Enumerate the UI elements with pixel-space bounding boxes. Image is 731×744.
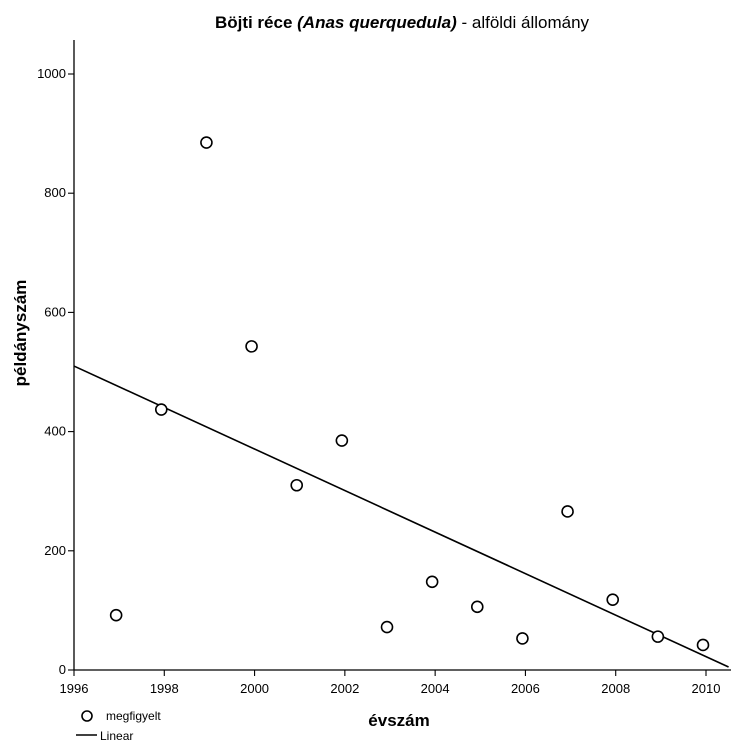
y-tick-label: 1000 [37, 66, 66, 81]
data-point [380, 620, 394, 634]
data-point [200, 136, 213, 149]
y-axis-title: példányszám [11, 280, 30, 387]
legend-label-linear: Linear [100, 729, 133, 743]
data-points [109, 136, 710, 652]
data-point [696, 638, 710, 652]
legend-label-observed: megfigyelt [106, 709, 161, 723]
data-point [606, 593, 620, 606]
data-point [651, 630, 665, 643]
data-point [245, 340, 258, 353]
chart-title: Böjti réce (Anas querquedula) - alföldi … [215, 13, 590, 32]
fit-line-group [73, 365, 729, 668]
data-point [290, 478, 304, 492]
x-ticks: 1996 1998 2000 2002 2004 2006 2008 2010 [60, 670, 721, 696]
x-tick-label: 2002 [330, 681, 359, 696]
data-point [561, 505, 574, 518]
y-ticks: 0 200 400 600 800 1000 [37, 66, 74, 677]
legend: megfigyelt Linear [76, 709, 161, 743]
data-point [425, 575, 439, 589]
x-axis-title: évszám [368, 711, 429, 730]
data-point [470, 600, 484, 614]
y-tick-label: 800 [44, 185, 66, 200]
x-tick-label: 2004 [421, 681, 450, 696]
linear-fit-line [73, 365, 729, 668]
y-tick-label: 400 [44, 424, 66, 439]
data-point [516, 632, 529, 645]
chart-title-population: - alföldi állomány [457, 13, 590, 32]
legend-marker-circle [81, 710, 93, 722]
y-tick-label: 600 [44, 304, 66, 319]
data-point [154, 403, 168, 416]
x-tick-label: 1996 [60, 681, 89, 696]
data-point [335, 434, 349, 447]
x-tick-label: 2008 [601, 681, 630, 696]
chart-title-latin-name: (Anas querquedula) [297, 13, 457, 32]
y-tick-label: 0 [59, 662, 66, 677]
axes [73, 40, 731, 671]
data-point [109, 608, 123, 622]
chart-title-species: Böjti réce [215, 13, 297, 32]
x-tick-label: 1998 [150, 681, 179, 696]
y-tick-label: 200 [44, 543, 66, 558]
x-tick-label: 2006 [511, 681, 540, 696]
x-tick-label: 2000 [240, 681, 269, 696]
x-tick-label: 2010 [692, 681, 721, 696]
